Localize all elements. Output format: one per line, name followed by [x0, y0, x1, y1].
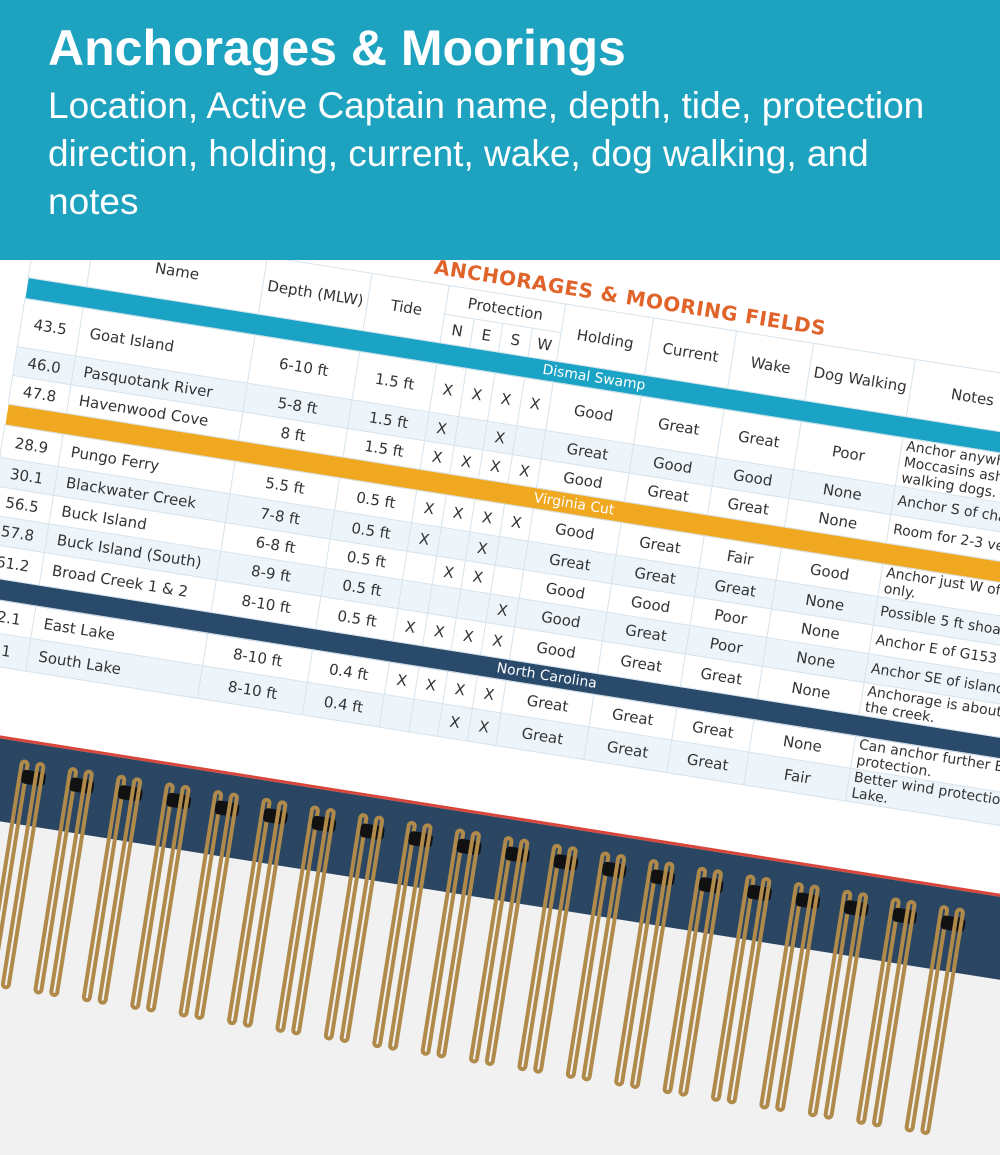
- protection-e: X: [449, 445, 484, 479]
- binding-hole: [601, 861, 628, 879]
- col-n: N: [440, 314, 475, 348]
- protection-w: [490, 565, 524, 599]
- header-banner: Anchorages & Moorings Location, Active C…: [0, 0, 1000, 260]
- binding-hole: [407, 830, 434, 849]
- protection-w: [494, 536, 529, 570]
- binding-hole: [20, 769, 47, 787]
- protection-e: [436, 527, 471, 561]
- binding-hole: [359, 822, 386, 841]
- protection-s: X: [483, 421, 517, 455]
- binding-hole: [310, 815, 337, 833]
- protection-s: X: [461, 560, 495, 594]
- binding-hole: [68, 776, 95, 795]
- binding-hole: [698, 876, 724, 895]
- col-w: W: [527, 328, 562, 362]
- protection-s: X: [478, 449, 513, 484]
- binding-hole: [843, 899, 870, 918]
- protection-w: X: [485, 593, 520, 628]
- binding-hole: [165, 792, 192, 810]
- protection-w: [512, 425, 546, 460]
- binding-hole: [456, 838, 483, 856]
- protection-s: X: [465, 531, 500, 566]
- protection-e: [427, 584, 462, 618]
- binding-hole: [262, 807, 289, 826]
- protection-s: [456, 589, 491, 623]
- col-s: S: [498, 323, 533, 357]
- col-e: E: [469, 318, 504, 353]
- protection-n: [402, 551, 437, 585]
- banner-subtitle: Location, Active Captain name, depth, ti…: [48, 85, 925, 222]
- binding-hole: [891, 907, 918, 925]
- protection-w: X: [507, 454, 542, 488]
- binding-hole: [746, 884, 773, 902]
- protection-n: X: [407, 522, 442, 556]
- binding-hole: [552, 853, 579, 872]
- binding-hole: [214, 799, 241, 818]
- protection-n: [398, 579, 432, 614]
- protection-n: X: [424, 412, 459, 446]
- protection-e: [454, 416, 488, 450]
- binding-hole: [117, 784, 144, 803]
- binding-hole: [940, 914, 966, 933]
- protection-n: X: [420, 440, 455, 474]
- banner-title: Anchorages & Moorings: [48, 20, 626, 76]
- binding-hole: [649, 868, 676, 887]
- binding-hole: [504, 845, 531, 864]
- protection-e: X: [431, 555, 466, 590]
- binding-hole: [794, 891, 821, 910]
